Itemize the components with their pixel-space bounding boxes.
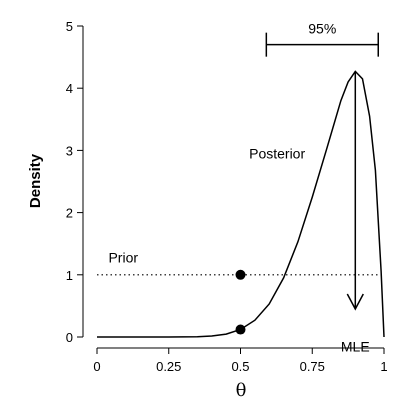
y-axis-label: Density [27, 153, 44, 208]
y-ticks: 0 1 2 3 4 5 [66, 19, 83, 345]
axes: 0 0.25 0.5 0.75 1 0 1 2 3 4 5 [66, 19, 388, 374]
plot-area [97, 32, 385, 338]
x-tick-label: 0 [93, 359, 100, 374]
prior-label: Prior [108, 249, 138, 265]
mle-label: MLE [341, 338, 370, 354]
x-tick-label: 0.75 [300, 359, 325, 374]
posterior-line [97, 70, 385, 338]
x-axis-label: θ [236, 380, 247, 401]
posterior-label: Posterior [249, 145, 305, 161]
data-point [235, 324, 246, 335]
x-ticks: 0 0.25 0.5 0.75 1 [93, 348, 388, 374]
x-tick-label: 1 [380, 359, 387, 374]
x-tick-label: 0.25 [156, 359, 181, 374]
data-point [235, 269, 246, 280]
y-tick-label: 0 [66, 330, 73, 345]
mle-arrow-head [346, 293, 364, 311]
y-tick-label: 3 [66, 143, 73, 158]
x-tick-label: 0.5 [231, 359, 249, 374]
y-tick-label: 1 [66, 268, 73, 283]
y-tick-label: 5 [66, 19, 73, 34]
y-tick-label: 2 [66, 206, 73, 221]
interval-label: 95% [308, 21, 336, 37]
y-tick-label: 4 [66, 81, 73, 96]
